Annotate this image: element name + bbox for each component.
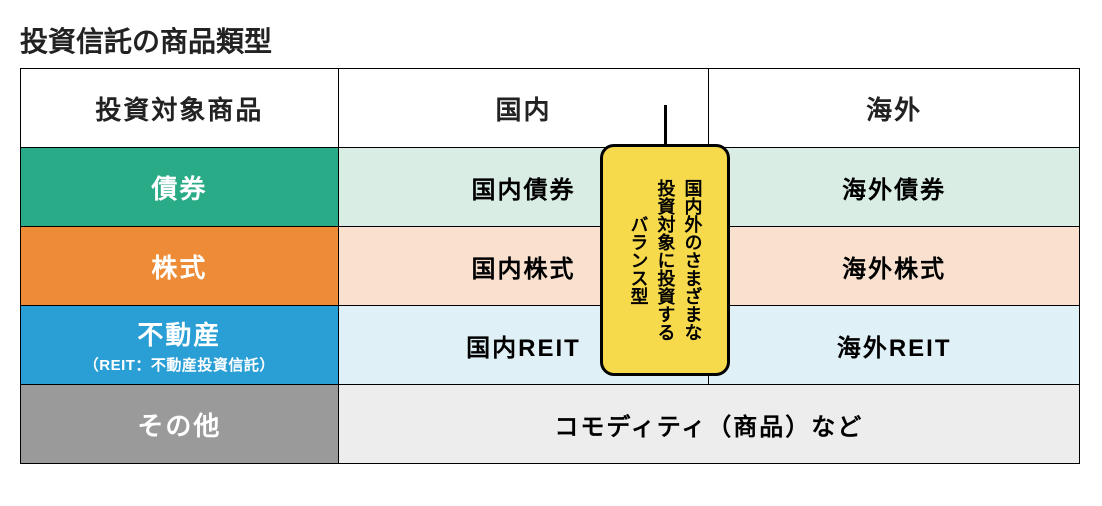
col-domestic: 国内: [338, 69, 709, 148]
balance-line1: 国内外のさまざまな: [683, 179, 703, 341]
row-label-sub: （REIT：不動産投資信託）: [22, 354, 337, 375]
table-row: 株式国内株式海外株式: [21, 227, 1080, 306]
row-label: 不動産 （REIT：不動産投資信託）: [21, 306, 339, 385]
overseas-cell: 海外REIT: [709, 306, 1080, 385]
header-row: 投資対象商品 国内 海外: [21, 69, 1080, 148]
overseas-cell: 海外株式: [709, 227, 1080, 306]
overseas-cell: 海外債券: [709, 148, 1080, 227]
merged-cell: コモディティ（商品）など: [338, 385, 1079, 464]
balance-line3: バランス型: [629, 215, 649, 305]
row-label-text: 株式: [151, 253, 207, 283]
table-row: その他 コモディティ（商品）など: [21, 385, 1080, 464]
table-row: 不動産（REIT：不動産投資信託）国内REIT海外REIT: [21, 306, 1080, 385]
row-label-text: 債券: [151, 174, 207, 204]
balance-line2: 投資対象に投資する: [656, 179, 676, 341]
balance-text: 国内外のさまざまな 投資対象に投資する バランス型: [625, 179, 706, 341]
row-label: 株式: [21, 227, 339, 306]
title: 投資信託の商品類型: [20, 20, 1080, 60]
col-asset: 投資対象商品: [21, 69, 339, 148]
balance-box: 国内外のさまざまな 投資対象に投資する バランス型: [600, 144, 730, 376]
row-label: 債券: [21, 148, 339, 227]
col-overseas: 海外: [709, 69, 1080, 148]
balance-connector: [664, 105, 667, 145]
row-label: その他: [21, 385, 339, 464]
diagram-wrap: 投資信託の商品類型 投資対象商品 国内 海外 債券国内債券海外債券株式国内株式海…: [20, 20, 1080, 464]
row-label-text: その他: [137, 411, 221, 441]
row-label-text: 不動産: [137, 320, 221, 350]
product-table: 投資対象商品 国内 海外 債券国内債券海外債券株式国内株式海外株式不動産（REI…: [20, 68, 1080, 464]
table-row: 債券国内債券海外債券: [21, 148, 1080, 227]
